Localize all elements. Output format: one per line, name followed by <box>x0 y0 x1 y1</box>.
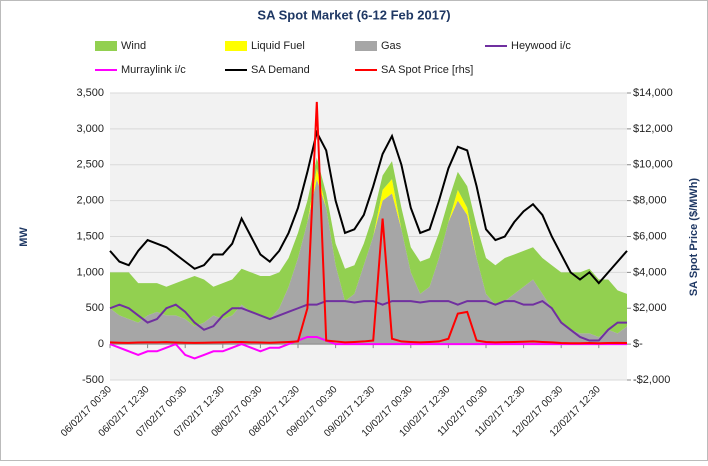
y-tick-label: 3,500 <box>76 87 104 99</box>
y2-tick-label: -$2,000 <box>633 374 670 386</box>
y-tick-label: 2,000 <box>76 195 104 207</box>
y-tick-label: 500 <box>86 302 104 314</box>
y-tick-label: 2,500 <box>76 159 104 171</box>
y2-tick-label: $10,000 <box>633 159 673 171</box>
y-tick-label: 1,000 <box>76 266 104 278</box>
y2-tick-label: $14,000 <box>633 87 673 99</box>
legend-swatch <box>355 41 377 51</box>
legend-label: SA Spot Price [rhs] <box>381 64 473 76</box>
y-tick-label: -500 <box>82 374 104 386</box>
legend-label: Heywood i/c <box>511 40 571 52</box>
chart-title: SA Spot Market (6-12 Feb 2017) <box>257 7 450 22</box>
y-tick-label: 1,500 <box>76 230 104 242</box>
legend-swatch <box>225 41 247 51</box>
legend-label: Liquid Fuel <box>251 40 305 52</box>
line <box>109 335 627 360</box>
y-tick-label: 3,000 <box>76 123 104 135</box>
line <box>109 299 627 342</box>
legend-swatch <box>95 41 117 51</box>
line <box>109 129 628 285</box>
y2-tick-label: $6,000 <box>633 230 667 242</box>
y2-axis-title: SA Spot Price ($/MWh) <box>688 178 700 296</box>
legend-label: SA Demand <box>251 64 310 76</box>
y-axis-title: MW <box>18 227 30 247</box>
y2-tick-label: $8,000 <box>633 195 667 207</box>
legend-label: Murraylink i/c <box>121 64 186 76</box>
area <box>110 157 627 337</box>
y2-tick-label: $2,000 <box>633 302 667 314</box>
y2-tick-label: $12,000 <box>633 123 673 135</box>
area <box>110 179 627 345</box>
legend-label: Gas <box>381 40 402 52</box>
y-tick-label: 0 <box>98 338 104 350</box>
y2-tick-label: $4,000 <box>633 266 667 278</box>
line <box>109 101 628 345</box>
legend-label: Wind <box>121 40 146 52</box>
y2-tick-label: $- <box>633 338 643 350</box>
